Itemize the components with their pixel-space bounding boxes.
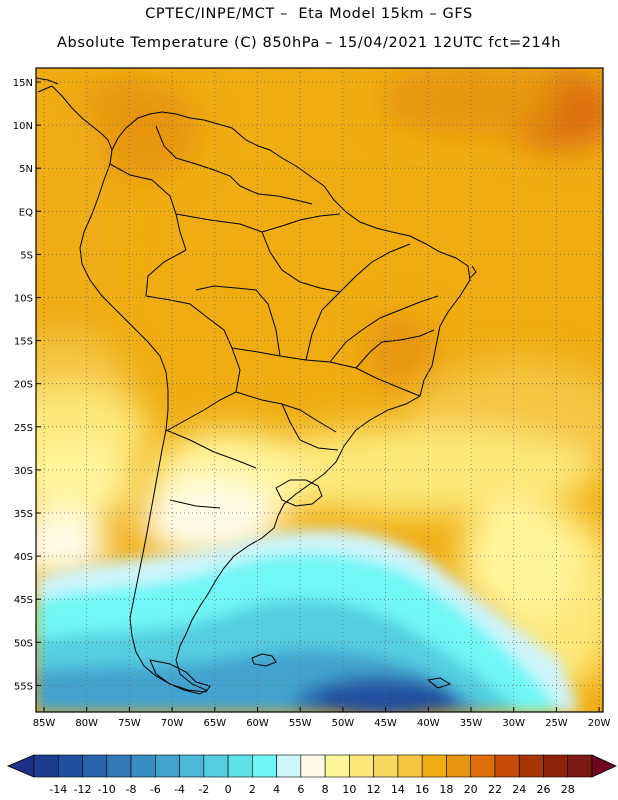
lat-label: 10N — [13, 121, 33, 132]
colorbar-tick-label: 12 — [367, 783, 381, 796]
lat-label: 50S — [14, 638, 33, 649]
lon-label: 45W — [374, 718, 397, 729]
colorbar-tick-label: -6 — [150, 783, 161, 796]
lon-label: 40W — [417, 718, 440, 729]
colorbar-tick-label: -8 — [126, 783, 137, 796]
colorbar-tick-label: -14 — [49, 783, 67, 796]
colorbar-bin — [494, 754, 520, 778]
colorbar-bin — [252, 754, 277, 778]
latitude-labels: 15N 10N 5N EQ 5S 10S 15S 20S 25S 30S 35S 40S 45S 50S 5… — [13, 78, 41, 692]
colorbar-bin — [33, 754, 59, 778]
colorbar-bin — [276, 754, 302, 778]
colorbar-bin — [518, 754, 544, 778]
title-line-1: CPTEC/INPE/MCT – Eta Model 15km – GFS — [145, 6, 473, 22]
colorbar-tick-label: 22 — [488, 783, 502, 796]
colorbar-tick-label: 20 — [464, 783, 478, 796]
colorbar-bin — [57, 754, 83, 778]
lat-label: 30S — [14, 466, 33, 477]
colorbar-under-arrow — [6, 754, 35, 778]
colorbar-tick-label: 16 — [415, 783, 429, 796]
lon-label: 70W — [161, 718, 184, 729]
lat-label: 20S — [14, 380, 33, 391]
colorbar-bin — [324, 754, 350, 778]
colorbar-bin — [203, 754, 229, 778]
lat-label: 15N — [13, 78, 33, 89]
lon-label: 55W — [289, 718, 312, 729]
colorbar-tick-label: 18 — [439, 783, 453, 796]
lat-label: 35S — [14, 509, 33, 520]
colorbar-tick-label: 14 — [391, 783, 405, 796]
colorbar-tick-label: 2 — [249, 783, 256, 796]
colorbar-bin — [543, 754, 569, 778]
colorbar-tick-label: 26 — [536, 783, 550, 796]
lat-label: 25S — [14, 423, 33, 434]
colorbar-tick-label: 28 — [561, 783, 575, 796]
gridlines — [36, 68, 603, 712]
coastlines — [36, 77, 477, 695]
lon-label: 75W — [118, 718, 141, 729]
lat-label: 5N — [19, 164, 33, 175]
lat-label: 15S — [14, 337, 33, 348]
temperature-field — [36, 68, 603, 712]
lon-label: 85W — [33, 718, 56, 729]
colorbar: -14 -12 -10 -8 -6 -4 -2 0 2 4 6 8 10 12 14 16 18 20 22 24 26… — [6, 754, 617, 796]
colorbar-tick-label: 4 — [273, 783, 280, 796]
colorbar-bin — [300, 754, 326, 778]
colorbar-bin — [155, 754, 180, 778]
colorbar-tick-label: -4 — [174, 783, 185, 796]
colorbar-bin — [470, 754, 496, 778]
colorbar-tick-label: 8 — [322, 783, 329, 796]
colorbar-bin — [349, 754, 374, 778]
lat-label: EQ — [19, 207, 33, 218]
colorbar-bin — [397, 754, 423, 778]
longitude-labels: 85W 80W 75W 70W 65W 60W 55W 50W 45W 40W 35W 30W 25W 2… — [33, 707, 611, 729]
colorbar-tick-label: 0 — [225, 783, 232, 796]
lat-label: 5S — [20, 250, 33, 261]
lat-label: 45S — [14, 595, 33, 606]
lat-label: 10S — [14, 294, 33, 305]
colorbar-tick-label: -10 — [98, 783, 116, 796]
lon-label: 20W — [588, 718, 611, 729]
colorbar-bin — [82, 754, 108, 778]
colorbar-tick-label: 6 — [297, 783, 304, 796]
colorbar-tick-label: 10 — [342, 783, 356, 796]
lon-label: 60W — [246, 718, 269, 729]
colorbar-tick-label: 24 — [512, 783, 526, 796]
lon-label: 25W — [545, 718, 568, 729]
colorbar-bin — [106, 754, 132, 778]
colorbar-tick-label: -12 — [74, 783, 92, 796]
lon-label: 50W — [332, 718, 355, 729]
colorbar-bin — [130, 754, 156, 778]
lon-label: 80W — [75, 718, 98, 729]
map-border — [35, 67, 604, 713]
lat-label: 55S — [14, 681, 33, 692]
colorbar-bin — [421, 754, 447, 778]
colorbar-bin — [227, 754, 253, 778]
lon-label: 35W — [460, 718, 483, 729]
colorbar-tick-label: -2 — [198, 783, 209, 796]
colorbar-bin — [446, 754, 471, 778]
colorbar-bin — [567, 754, 593, 778]
lon-label: 30W — [502, 718, 525, 729]
colorbar-bin — [373, 754, 399, 778]
title-line-2: Absolute Temperature (C) 850hPa – 15/04/… — [57, 35, 561, 51]
colorbar-bin — [179, 754, 205, 778]
colorbar-over-arrow — [591, 754, 617, 778]
lon-label: 65W — [203, 718, 226, 729]
lat-label: 40S — [14, 552, 33, 563]
